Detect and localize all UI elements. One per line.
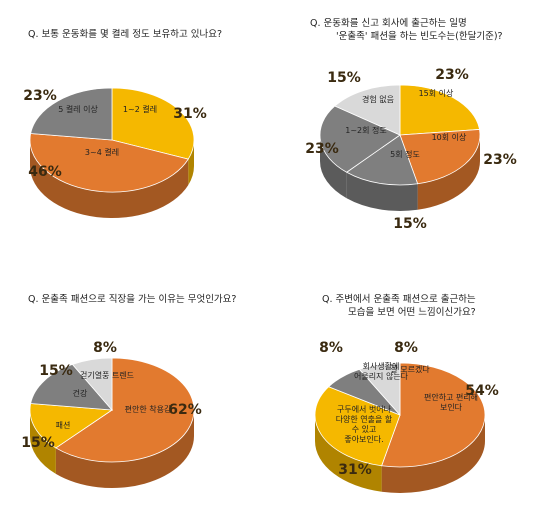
slice-value: 23% xyxy=(305,141,339,157)
slice-value: 15% xyxy=(21,435,55,451)
slice-label: 걷기열풍 트렌드 xyxy=(80,370,134,380)
slice-value: 62% xyxy=(168,402,202,418)
slice-label: 편안한 착용감 xyxy=(125,404,172,414)
pie-chart-1: Q. 보통 운동화를 몇 켤레 정도 보유하고 있나요? 1~2 켤레 31% 3~4… xyxy=(23,28,222,218)
slice-value: 15% xyxy=(327,70,361,86)
slice-value: 46% xyxy=(28,164,62,180)
slice-value: 8% xyxy=(319,340,343,356)
pie-slice-side xyxy=(30,410,56,474)
slice-value: 23% xyxy=(483,152,517,168)
slice-value: 23% xyxy=(23,88,57,104)
slice-label: 경험 없음 xyxy=(362,94,394,104)
slice-value: 15% xyxy=(393,216,427,232)
pie-chart-2: Q. 운동화를 신고 회사에 출근하는 일명 '운출족' 패션을 하는 빈도수는(… xyxy=(305,17,517,232)
slice-value: 31% xyxy=(338,462,372,478)
slice-value: 31% xyxy=(173,106,207,122)
slice-label: 3~4 켤레 xyxy=(85,148,119,157)
pie-chart-4: Q. 주변에서 운출족 패션으로 출근하는 모습을 보면 어떤 느낌이신가요? 편안… xyxy=(314,293,499,493)
slice-value: 54% xyxy=(465,383,499,399)
pie-slice xyxy=(319,105,401,173)
pie-slice-side xyxy=(30,140,189,218)
pie-slice-side xyxy=(417,135,480,210)
pie-slice xyxy=(111,87,195,160)
slice-value: 15% xyxy=(39,363,73,379)
slice-label: 5회 정도 xyxy=(390,149,420,159)
pie-slice xyxy=(314,386,401,467)
slice-label: 잘 모르겠다 xyxy=(390,364,430,374)
slice-label: 15회 이상 xyxy=(419,88,454,98)
pie-slice xyxy=(381,362,486,468)
slice-label: 건강 xyxy=(73,388,88,398)
slice-value: 23% xyxy=(435,67,469,83)
pie-slice xyxy=(71,357,113,412)
slice-label: 5 켤레 이상 xyxy=(58,104,98,114)
pie-slice xyxy=(358,362,401,417)
pie-slice-side xyxy=(320,135,347,199)
pie-slice xyxy=(345,134,419,186)
chart-title: Q. 운출족 패션으로 직장을 가는 이유는 무엇인가요? xyxy=(28,294,236,305)
pie-slice xyxy=(55,357,195,463)
pie-slice xyxy=(29,403,114,449)
pie-slice xyxy=(399,129,481,185)
slice-value: 8% xyxy=(93,340,117,356)
pie-slice xyxy=(29,133,189,193)
pie-slice xyxy=(334,84,401,136)
chart-title: Q. 운동화를 신고 회사에 출근하는 일명 '운출족' 패션을 하는 빈도수는(… xyxy=(310,17,503,42)
pie-slice-side xyxy=(381,415,485,493)
chart-title: Q. 보통 운동화를 몇 켤레 정도 보유하고 있나요? xyxy=(28,28,222,40)
slice-label: 패션 xyxy=(56,420,71,430)
pie-slice-side xyxy=(55,410,194,488)
slice-label: 10회 이상 xyxy=(432,132,467,142)
pie-slice-side xyxy=(188,140,194,186)
pie-slice xyxy=(30,363,113,411)
slice-label: 1~2회 정도 xyxy=(345,125,387,135)
pie-slice xyxy=(399,84,480,136)
slice-label: 편안하고 편리해 보인다 xyxy=(424,392,478,412)
chart-title: Q. 주변에서 운출족 패션으로 출근하는 모습을 보면 어떤 느낌이신가요? xyxy=(322,293,476,318)
pie-slice xyxy=(30,87,113,141)
pie-slice-side xyxy=(346,172,418,211)
slice-value: 8% xyxy=(394,340,418,356)
slice-label: 1~2 켤레 xyxy=(123,105,157,114)
slice-label: 회사생활에 어울리지 않는다 xyxy=(354,361,409,381)
pie-slice-side xyxy=(315,415,382,492)
